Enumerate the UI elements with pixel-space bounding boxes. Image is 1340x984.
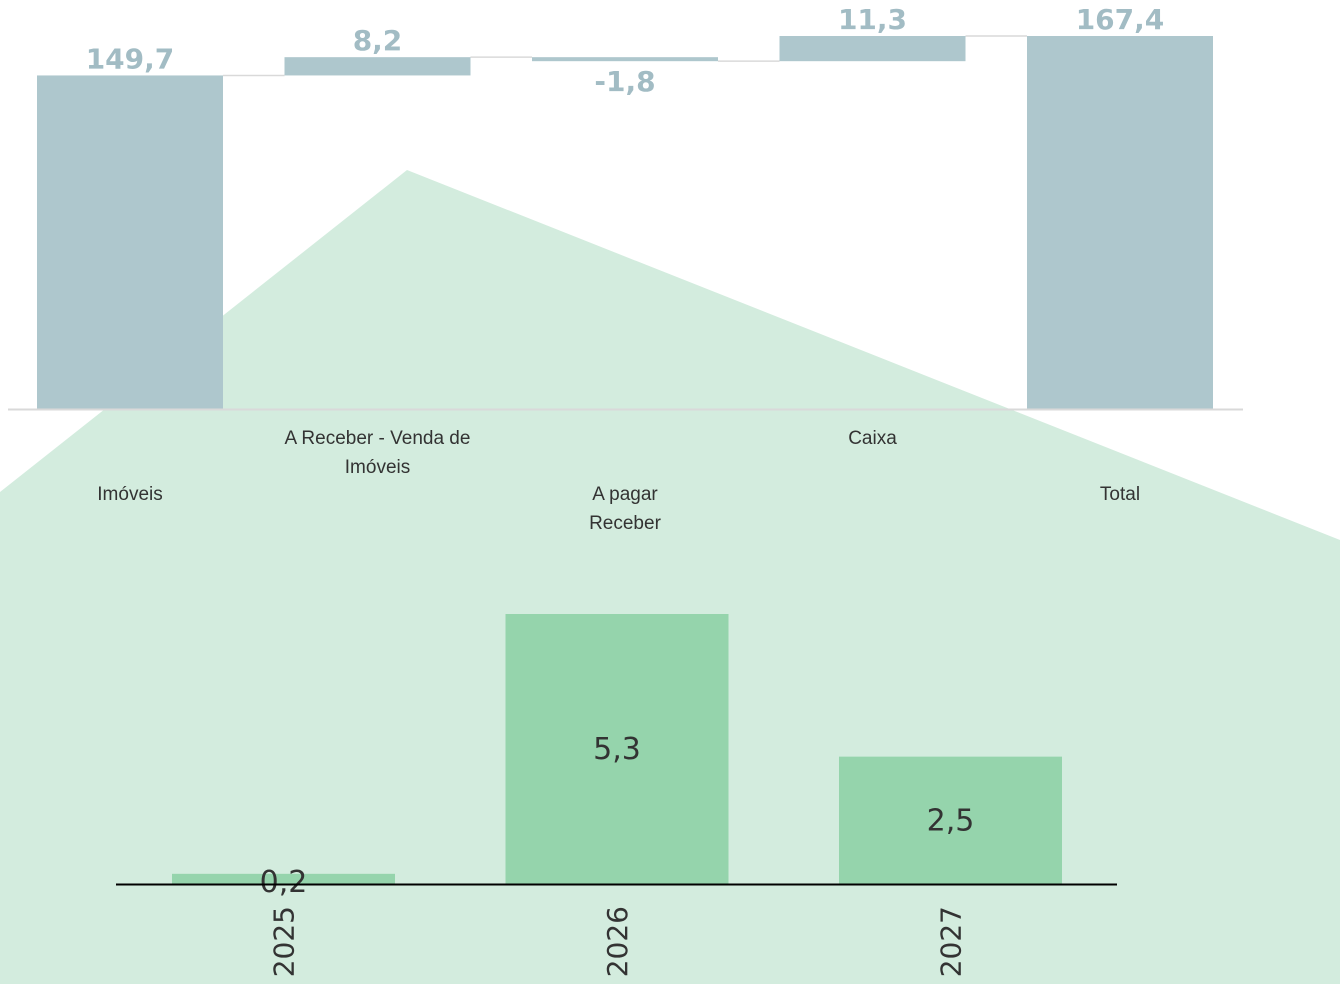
waterfall-data-label: 8,2 xyxy=(353,24,403,57)
waterfall-category-label: A Receber - Venda de Imóveis xyxy=(285,428,471,478)
waterfall-category-label: Total xyxy=(1100,484,1140,505)
waterfall-chart: 149,7 8,2 -1,8 11,3 167,4 Imóveis A Receber - … xyxy=(8,3,1243,534)
waterfall-data-label: 167,4 xyxy=(1076,3,1165,36)
column-data-label: 5,3 xyxy=(593,732,641,767)
waterfall-data-label: -1,8 xyxy=(594,65,655,98)
waterfall-bar xyxy=(532,57,718,62)
waterfall-data-label: 149,7 xyxy=(86,42,175,75)
waterfall-data-label: 11,3 xyxy=(838,3,907,36)
waterfall-bar xyxy=(37,75,223,409)
column-category-label: 2027 xyxy=(935,906,968,977)
waterfall-bar xyxy=(284,57,471,76)
column-bar xyxy=(839,756,1062,884)
column-data-label: 0,2 xyxy=(260,865,308,900)
column-category-label: 2025 xyxy=(268,906,301,977)
column-category-label: 2026 xyxy=(601,906,634,977)
column-data-label: 2,5 xyxy=(927,803,975,838)
waterfall-bar xyxy=(1027,36,1213,409)
waterfall-category-label: Caixa xyxy=(848,428,897,449)
waterfall-category-label: Imóveis xyxy=(97,484,162,505)
column-chart: 0,2 2025 5,3 2026 2,5 2027 xyxy=(116,614,1117,977)
column-bar xyxy=(172,873,395,884)
waterfall-bar xyxy=(779,36,966,62)
waterfall-category-label: A pagar Receber xyxy=(589,484,661,534)
column-bar xyxy=(505,614,729,884)
